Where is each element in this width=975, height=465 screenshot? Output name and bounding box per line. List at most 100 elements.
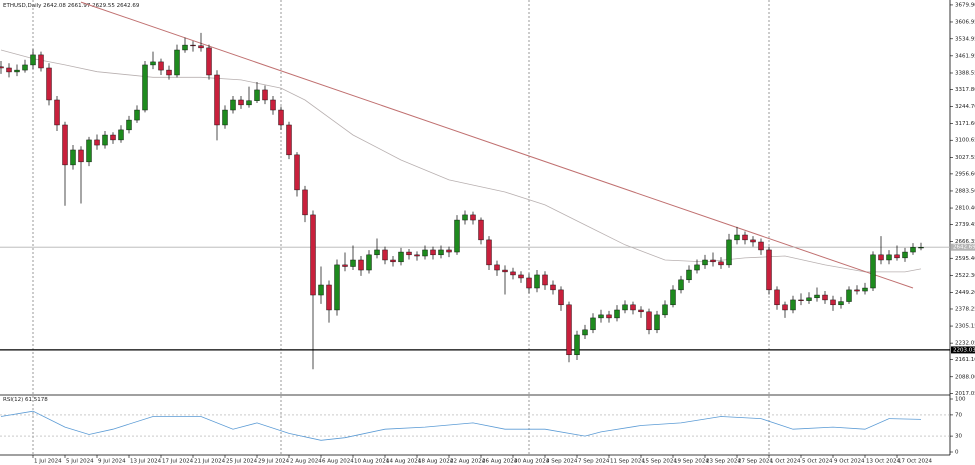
x-tick-label: 9 Jul 2024 <box>98 459 126 465</box>
candle-body <box>254 89 260 101</box>
x-tick-label: 9 Oct 2024 <box>834 459 865 465</box>
y-tick-label: 2595.40 <box>955 256 975 262</box>
candle-body <box>806 297 812 301</box>
y-tick-label: 3244.70 <box>955 104 975 110</box>
candle-body <box>406 251 412 256</box>
candle-body <box>398 251 404 263</box>
rsi-tick-label: 30 <box>955 434 962 440</box>
candle-body <box>302 189 308 216</box>
candle-body <box>198 45 204 49</box>
y-tick-label: 3679.90 <box>955 2 975 8</box>
y-tick-label: 2522.30 <box>955 273 975 279</box>
candle-body <box>878 254 884 261</box>
candle-body <box>158 61 164 71</box>
price-label: 2203.03 <box>953 347 975 353</box>
x-tick-label: 2 Aug 2024 <box>290 459 322 465</box>
candle-body <box>110 134 116 141</box>
candle-body <box>62 124 68 166</box>
x-tick-label: 1 Oct 2024 <box>770 459 801 465</box>
candle-body <box>86 139 92 163</box>
y-tick-label: 2305.15 <box>955 324 975 330</box>
rsi-tick-label: 100 <box>955 397 966 403</box>
candle-body <box>718 261 724 266</box>
candle-body <box>838 301 844 306</box>
candle-body <box>910 247 916 253</box>
candle-body <box>342 264 348 267</box>
rsi-last: 61.5178 <box>25 397 48 403</box>
candle-body <box>334 264 340 311</box>
rsi-tick-label: 0 <box>955 450 959 456</box>
candle-body <box>294 154 300 191</box>
candle-body <box>598 314 604 319</box>
candle-body <box>862 287 868 292</box>
candle-body <box>446 249 452 253</box>
candle-body <box>326 284 332 311</box>
y-tick-label: 2810.40 <box>955 206 975 212</box>
x-tick-label: 22 Aug 2024 <box>450 459 486 465</box>
y-tick-label: 3534.95 <box>955 36 975 42</box>
x-tick-label: 5 Oct 2024 <box>802 459 833 465</box>
candle-body <box>214 74 220 126</box>
y-tick-label: 2017.05 <box>955 391 975 397</box>
candle-body <box>174 49 180 76</box>
candle-body <box>814 294 820 299</box>
candle-body <box>230 99 236 111</box>
candle-body <box>134 109 140 121</box>
price-label-box <box>951 243 975 251</box>
candle-body <box>566 304 572 356</box>
y-tick-label: 3171.60 <box>955 121 975 127</box>
candle-body <box>734 234 740 241</box>
x-tick-label: 26 Aug 2024 <box>482 459 518 465</box>
candle-body <box>550 284 556 291</box>
candle-body <box>142 64 148 111</box>
candle-body <box>766 249 772 291</box>
chart-header: ETHUSD,Daily 2642.08 2661.97 2629.55 264… <box>3 3 140 9</box>
x-tick-label: 19 Sep 2024 <box>674 459 709 465</box>
y-tick-label: 2956.60 <box>955 171 975 177</box>
candle-body <box>662 304 668 316</box>
candle-body <box>206 47 212 76</box>
candle-body <box>886 254 892 261</box>
x-tick-label: 14 Aug 2024 <box>386 459 422 465</box>
candle-body <box>830 299 836 306</box>
y-tick-label: 3606.95 <box>955 19 975 25</box>
price-label-box <box>951 346 975 354</box>
candle-body <box>14 69 20 73</box>
x-tick-label: 25 Jul 2024 <box>226 459 258 465</box>
x-tick-label: 23 Sep 2024 <box>706 459 741 465</box>
candle-body <box>102 134 108 146</box>
y-tick-label: 3100.65 <box>955 138 975 144</box>
candle-body <box>846 289 852 302</box>
candle-body <box>486 239 492 266</box>
y-tick-label: 2449.20 <box>955 290 975 296</box>
candle-body <box>222 109 228 126</box>
rsi-tick-label: 70 <box>955 412 962 418</box>
x-tick-label: 11 Sep 2024 <box>610 459 645 465</box>
candle-body <box>630 304 636 311</box>
symbol: ETHUSD,Daily <box>3 3 42 9</box>
candle-body <box>686 269 692 281</box>
candle-body <box>310 214 316 296</box>
close-value: 2642.69 <box>117 3 140 9</box>
candle-body <box>894 254 900 259</box>
candle-body <box>150 61 156 66</box>
candle-body <box>374 249 380 256</box>
y-tick-label: 3388.55 <box>955 70 975 76</box>
y-tick-label: 2883.50 <box>955 188 975 194</box>
candle-body <box>6 67 12 73</box>
candle-body <box>38 54 44 69</box>
candle-body <box>542 274 548 286</box>
low-value: 2629.55 <box>92 3 115 9</box>
candle-body <box>774 289 780 306</box>
candle-body <box>94 139 100 146</box>
rsi-line <box>0 410 922 441</box>
candle-body <box>638 309 644 313</box>
price-label: 2642.69 <box>953 245 975 251</box>
x-tick-label: 5 Jul 2024 <box>66 459 94 465</box>
x-tick-label: 1 Jul 2024 <box>34 459 62 465</box>
candle-body <box>758 241 764 251</box>
candle-body <box>462 214 468 221</box>
x-tick-label: 13 Oct 2024 <box>866 459 901 465</box>
candle-body <box>558 289 564 306</box>
